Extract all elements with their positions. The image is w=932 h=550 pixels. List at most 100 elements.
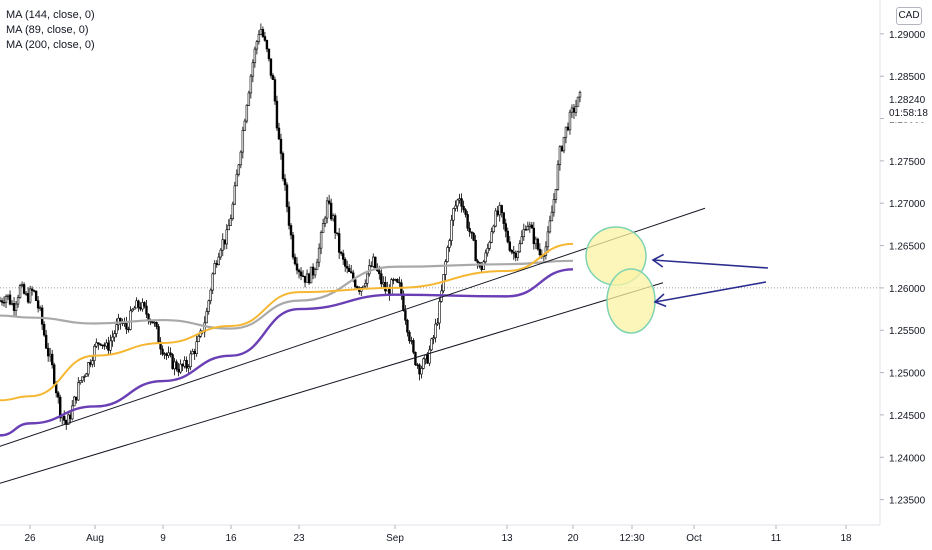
candle-body xyxy=(125,322,128,330)
candle-body xyxy=(34,290,38,301)
candle-body xyxy=(22,284,26,294)
candle-body xyxy=(181,363,184,367)
candle-body xyxy=(151,321,154,324)
candle-body xyxy=(26,293,30,303)
candle-body xyxy=(227,225,230,231)
x-tick-label: 18 xyxy=(840,533,852,544)
candle-body xyxy=(568,111,572,131)
y-tick-label: 1.23500 xyxy=(889,496,926,507)
candle-body xyxy=(38,307,42,309)
candle-body xyxy=(48,353,52,357)
candle-body xyxy=(289,225,293,236)
legend-item-ma200[interactable]: MA (200, close, 0) xyxy=(6,39,95,51)
y-tick-label: 1.26500 xyxy=(889,242,926,253)
candle-body xyxy=(558,146,562,165)
candle-body xyxy=(522,229,526,238)
candle-body xyxy=(317,247,321,263)
legend-item-ma89[interactable]: MA (89, close, 0) xyxy=(6,24,89,36)
highlight-ellipse-lower xyxy=(606,268,656,334)
candle-body xyxy=(205,311,208,324)
x-axis[interactable]: 26 Aug 9 16 23 Sep 13 20 12:30 Oct 11 18 xyxy=(0,524,880,544)
candle-body xyxy=(335,232,339,234)
candle-body xyxy=(139,307,142,310)
legend-item-ma144[interactable]: MA (144, close, 0) xyxy=(6,9,95,21)
y-axis[interactable]: 1.290001.285001.280001.275001.270001.265… xyxy=(879,0,926,525)
candle-body xyxy=(231,203,235,219)
candle-body xyxy=(348,267,351,272)
y-tick-label: 1.27000 xyxy=(889,199,926,210)
x-tick-label: 26 xyxy=(24,533,36,544)
candle-body xyxy=(323,217,327,224)
x-tick-label: Oct xyxy=(686,533,702,544)
candle-body xyxy=(454,205,457,209)
candle-body xyxy=(185,360,188,369)
candle-body xyxy=(341,253,345,260)
candle-body xyxy=(71,405,74,420)
candle-body xyxy=(169,352,172,355)
candle-body xyxy=(432,337,435,340)
candle-body xyxy=(103,344,106,347)
candle-body xyxy=(6,294,10,297)
candle-body xyxy=(89,362,92,365)
y-tick-label: 1.24500 xyxy=(889,411,926,422)
candle-body xyxy=(127,328,130,331)
candle-body xyxy=(498,205,501,216)
candle-body xyxy=(105,342,108,347)
bar-countdown: 01:58:18 xyxy=(889,108,928,119)
candle-body xyxy=(81,376,84,381)
candle-body xyxy=(0,300,2,302)
candle-body xyxy=(492,225,495,233)
candle-body xyxy=(259,29,263,35)
candle-body xyxy=(4,296,8,304)
candle-body xyxy=(52,364,56,385)
candle-body xyxy=(516,251,519,258)
y-tick-label: 1.24000 xyxy=(889,453,926,464)
candle-body xyxy=(191,351,194,355)
candle-body xyxy=(87,362,90,375)
candle-body xyxy=(261,29,265,37)
candle-body xyxy=(408,331,411,342)
candle-body xyxy=(193,351,196,355)
candle-body xyxy=(356,286,359,289)
candle-body xyxy=(325,200,329,219)
candle-body xyxy=(183,360,186,367)
candle-body xyxy=(129,310,132,330)
y-tick-label: 1.25000 xyxy=(889,369,926,380)
candle-body xyxy=(297,269,301,273)
candle-body xyxy=(221,239,224,251)
candle-body xyxy=(235,173,239,187)
candle-body xyxy=(143,302,146,307)
candle-body xyxy=(32,290,36,292)
ma144-line xyxy=(0,259,574,330)
candle-body xyxy=(57,392,60,398)
candle-body xyxy=(315,261,319,270)
candle-body xyxy=(424,354,427,360)
candle-body xyxy=(40,307,44,325)
candle-body xyxy=(562,136,566,152)
candle-body xyxy=(155,322,158,327)
candle-body xyxy=(472,232,475,241)
candle-body xyxy=(466,214,469,229)
candle-body xyxy=(484,252,487,263)
candle-body xyxy=(566,126,570,131)
candle-body xyxy=(438,301,441,324)
candle-body xyxy=(275,100,279,129)
candle-body xyxy=(364,283,367,287)
candle-body xyxy=(24,293,28,295)
candle-body xyxy=(255,41,259,50)
candle-body xyxy=(460,198,463,207)
candle-body xyxy=(18,285,22,298)
candle-body xyxy=(137,300,140,308)
candle-body xyxy=(524,229,528,231)
candle-body xyxy=(462,205,465,211)
candle-body xyxy=(2,301,6,304)
candle-body xyxy=(153,322,156,324)
currency-badge[interactable]: CAD xyxy=(896,7,922,25)
candle-body xyxy=(412,340,415,353)
candle-body xyxy=(277,127,281,140)
candle-body xyxy=(73,396,76,407)
candle-body xyxy=(167,352,170,356)
candle-body xyxy=(378,270,381,275)
candle-body xyxy=(257,34,261,43)
